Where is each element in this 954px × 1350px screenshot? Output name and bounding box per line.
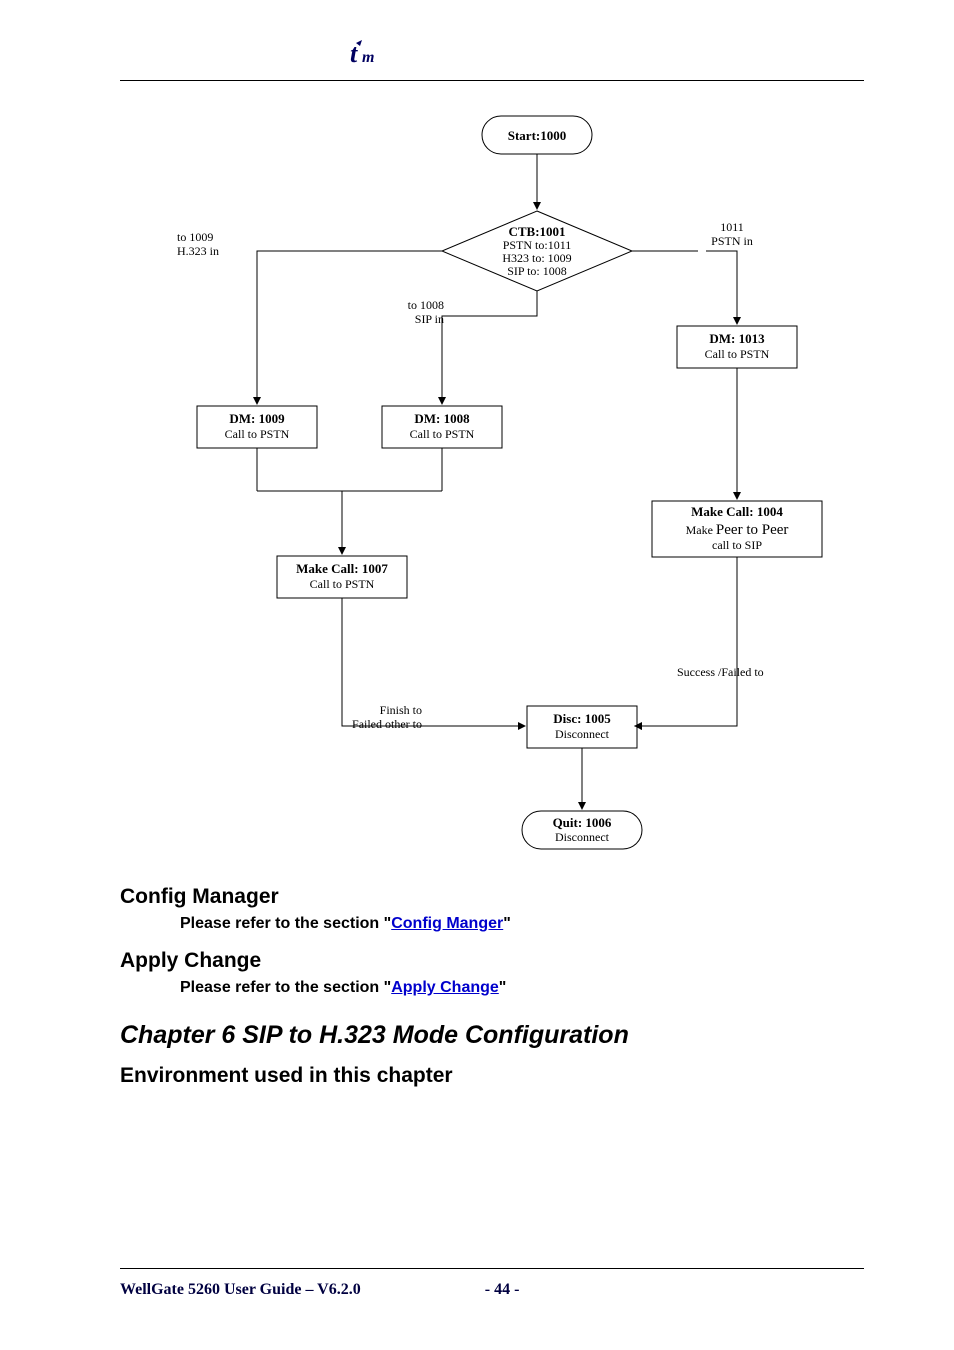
node-mc1004: Make Call: 1004 Make Peer to Peer call t… xyxy=(652,501,822,557)
svg-text:SIP in: SIP in xyxy=(415,312,444,326)
node-dm1008: DM: 1008 Call to PSTN xyxy=(382,406,502,448)
edge-mc1007-disc xyxy=(342,598,525,726)
footer: WellGate 5260 User Guide – V6.2.0 - 44 - xyxy=(120,1268,864,1299)
label-success-failed: Success /Failed to xyxy=(677,665,764,679)
node-dm1013: DM: 1013 Call to PSTN xyxy=(677,326,797,368)
heading-environment: Environment used in this chapter xyxy=(120,1064,864,1088)
svg-text:m: m xyxy=(362,49,374,66)
node-start-label: Start:1000 xyxy=(508,128,567,143)
svg-text:DM: 1013: DM: 1013 xyxy=(709,331,765,346)
svg-text:DM: 1009: DM: 1009 xyxy=(229,411,285,426)
footer-page-number: - 44 - xyxy=(485,1281,520,1298)
edge-ctb-dm1009 xyxy=(257,251,442,404)
svg-text:H323 to: 1009: H323 to: 1009 xyxy=(502,251,571,265)
svg-text:Disconnect: Disconnect xyxy=(555,830,610,844)
footer-title: WellGate 5260 User Guide – V6.2.0 xyxy=(120,1281,361,1298)
node-disc: Disc: 1005 Disconnect xyxy=(527,706,637,748)
svg-text:Call to PSTN: Call to PSTN xyxy=(310,577,375,591)
node-mc1007: Make Call: 1007 Call to PSTN xyxy=(277,556,407,598)
svg-text:t: t xyxy=(350,40,358,68)
svg-text:SIP to: 1008: SIP to: 1008 xyxy=(507,264,567,278)
svg-text:Call to PSTN: Call to PSTN xyxy=(705,347,770,361)
node-ctb: CTB:1001 PSTN to:1011 H323 to: 1009 SIP … xyxy=(442,211,632,291)
svg-text:PSTN in: PSTN in xyxy=(711,234,753,248)
logo-icon: t m xyxy=(350,40,390,79)
heading-apply-change: Apply Change xyxy=(120,949,864,973)
flowchart-diagram: Start:1000 CTB:1001 PSTN to:1011 H323 to… xyxy=(122,91,862,871)
svg-text:Finish to: Finish to xyxy=(380,703,422,717)
node-start: Start:1000 xyxy=(482,116,592,154)
node-quit: Quit: 1006 Disconnect xyxy=(522,811,642,849)
svg-text:to 1008: to 1008 xyxy=(408,298,444,312)
node-dm1009: DM: 1009 Call to PSTN xyxy=(197,406,317,448)
edge-ctb-dm1008 xyxy=(442,291,537,404)
svg-text:Call to PSTN: Call to PSTN xyxy=(410,427,475,441)
svg-text:call to SIP: call to SIP xyxy=(712,538,762,552)
svg-text:CTB:1001: CTB:1001 xyxy=(508,224,565,239)
svg-text:H.323 in: H.323 in xyxy=(177,244,219,258)
text-config-manager: Please refer to the section "Config Mang… xyxy=(180,915,864,933)
link-config-manger[interactable]: Config Manger xyxy=(391,915,503,932)
header-rule: t m xyxy=(120,50,864,81)
label-1011-l1: 1011 xyxy=(720,220,744,234)
svg-text:Failed other to: Failed other to xyxy=(352,717,422,731)
svg-text:PSTN to:1011: PSTN to:1011 xyxy=(503,238,572,252)
svg-text:Call to PSTN: Call to PSTN xyxy=(225,427,290,441)
svg-text:Make Call: 1007: Make Call: 1007 xyxy=(296,561,388,576)
svg-text:to 1009: to 1009 xyxy=(177,230,213,244)
link-apply-change[interactable]: Apply Change xyxy=(391,979,499,996)
heading-chapter-6: Chapter 6 SIP to H.323 Mode Configuratio… xyxy=(120,1021,864,1050)
svg-text:Disconnect: Disconnect xyxy=(555,727,610,741)
svg-text:DM: 1008: DM: 1008 xyxy=(414,411,470,426)
heading-config-manager: Config Manager xyxy=(120,885,864,909)
text-apply-change: Please refer to the section "Apply Chang… xyxy=(180,979,864,997)
edge-ctb-dm1013 xyxy=(632,251,737,324)
svg-text:Disc: 1005: Disc: 1005 xyxy=(553,711,611,726)
svg-text:Make Call: 1004: Make Call: 1004 xyxy=(691,504,783,519)
svg-text:Make Peer to Peer: Make Peer to Peer xyxy=(686,522,789,538)
page: t m Start:1000 CTB:1001 PSTN to:1011 H32… xyxy=(0,0,954,1339)
svg-text:Quit: 1006: Quit: 1006 xyxy=(553,815,612,830)
